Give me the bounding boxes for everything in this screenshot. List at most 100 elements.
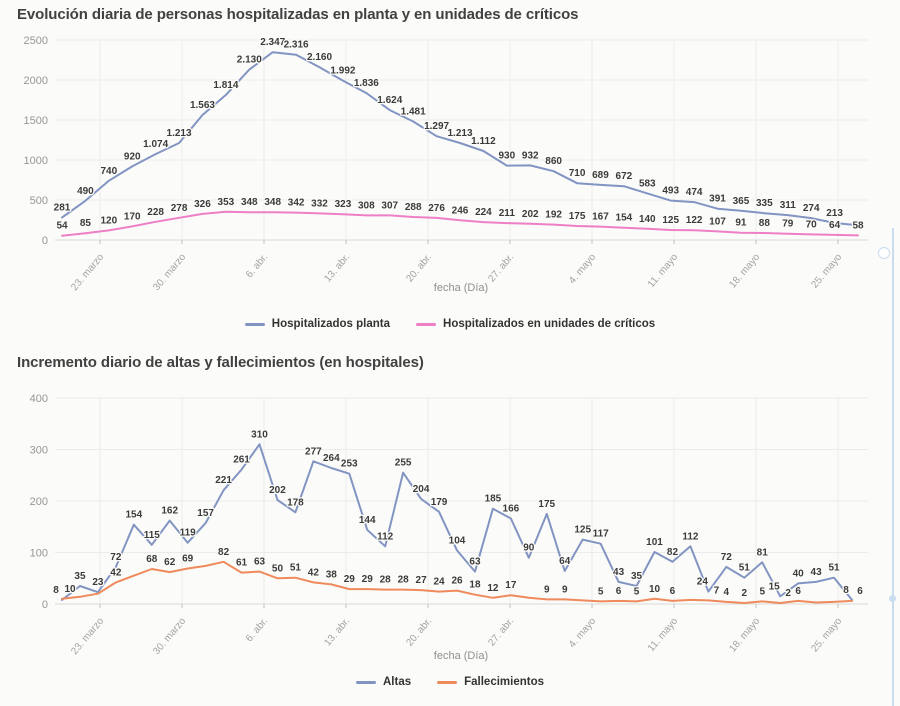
svg-text:119: 119 [180,528,197,539]
svg-text:276: 276 [428,203,445,214]
svg-text:0: 0 [42,235,48,247]
svg-text:1.074: 1.074 [143,139,168,150]
svg-text:24: 24 [697,577,709,588]
svg-text:2500: 2500 [24,35,48,47]
svg-text:4: 4 [724,587,730,598]
svg-text:79: 79 [782,219,794,230]
svg-text:185: 185 [485,494,502,505]
svg-text:101: 101 [646,537,663,548]
svg-text:140: 140 [639,214,656,225]
svg-text:1.814: 1.814 [213,80,238,91]
svg-text:43: 43 [613,567,625,578]
svg-text:253: 253 [341,459,358,470]
svg-text:85: 85 [80,218,92,229]
svg-text:353: 353 [218,197,235,208]
svg-text:2.316: 2.316 [284,40,309,51]
svg-text:932: 932 [522,150,539,161]
svg-text:107: 107 [709,216,726,227]
svg-text:115: 115 [144,530,161,541]
svg-text:20. abr.: 20. abr. [404,616,434,649]
svg-text:27. abr.: 27. abr. [486,616,516,649]
svg-text:1.213: 1.213 [447,128,472,139]
svg-text:740: 740 [100,166,117,177]
right-border-handle-dot [889,595,896,602]
chart2-altas-fallecimientos-line-chart: 0 100 200 300 400 23. marzo 30. marzo 6. abr. 13… [30,393,868,662]
svg-text:213: 213 [826,208,843,219]
svg-text:332: 332 [311,198,328,209]
svg-text:63: 63 [254,557,266,568]
svg-text:175: 175 [538,499,555,510]
svg-text:20. abr.: 20. abr. [404,252,434,285]
svg-text:860: 860 [545,156,562,167]
svg-text:23: 23 [92,577,104,588]
criticos-line-swatch [416,322,437,326]
svg-text:fecha (Día): fecha (Día) [434,650,488,662]
svg-text:2: 2 [785,588,791,599]
svg-text:326: 326 [194,199,211,210]
svg-text:2000: 2000 [24,75,48,87]
svg-text:335: 335 [756,198,773,209]
svg-text:51: 51 [739,563,751,574]
svg-text:6: 6 [795,586,801,597]
svg-text:112: 112 [377,531,394,542]
svg-text:490: 490 [77,186,94,197]
legend-item-hospitalizados-planta: Hospitalizados planta [244,318,391,330]
svg-text:348: 348 [241,197,258,208]
svg-text:54: 54 [56,221,68,232]
svg-text:24: 24 [433,577,445,588]
container-right-border [892,228,894,706]
svg-text:51: 51 [290,563,302,574]
svg-text:920: 920 [124,151,141,162]
svg-text:6: 6 [616,586,622,597]
svg-text:192: 192 [545,210,562,221]
svg-text:154: 154 [125,510,142,521]
svg-text:288: 288 [405,202,422,213]
svg-text:25. mayo: 25. mayo [809,616,844,655]
svg-text:493: 493 [662,186,679,197]
svg-text:23. marzo: 23. marzo [69,616,106,657]
svg-text:104: 104 [449,535,466,546]
svg-text:1.297: 1.297 [424,121,449,132]
svg-text:365: 365 [733,196,750,207]
svg-text:1.836: 1.836 [354,78,379,89]
svg-text:4. mayo: 4. mayo [567,252,599,287]
svg-text:9: 9 [544,584,550,595]
svg-text:15: 15 [769,581,781,592]
svg-text:277: 277 [305,446,322,457]
chart1-title: Evolución diaria de personas hospitaliza… [17,6,579,23]
svg-text:fecha (Día): fecha (Día) [434,282,488,294]
svg-text:1.481: 1.481 [401,107,426,118]
svg-text:307: 307 [381,200,398,211]
svg-text:6. abr.: 6. abr. [244,616,270,644]
svg-text:255: 255 [395,458,412,469]
legend-item-altas: Altas [355,676,411,688]
svg-text:274: 274 [803,203,820,214]
svg-text:88: 88 [759,218,771,229]
svg-text:27: 27 [416,575,428,586]
svg-text:204: 204 [413,484,430,495]
svg-text:342: 342 [288,198,305,209]
svg-text:64: 64 [829,220,841,231]
svg-text:400: 400 [30,393,48,405]
svg-text:58: 58 [852,220,864,231]
svg-text:202: 202 [522,209,539,220]
svg-text:122: 122 [686,215,703,226]
svg-text:18. mayo: 18. mayo [727,616,762,655]
svg-text:35: 35 [631,571,643,582]
svg-text:117: 117 [593,529,610,540]
svg-text:281: 281 [54,203,71,214]
svg-text:125: 125 [662,215,679,226]
svg-text:2: 2 [741,588,747,599]
svg-text:91: 91 [735,218,747,229]
svg-text:1.213: 1.213 [167,128,192,139]
planta-legend-label: Hospitalizados planta [271,318,391,330]
svg-text:62: 62 [164,557,176,568]
svg-text:70: 70 [806,219,818,230]
svg-text:710: 710 [569,168,586,179]
svg-text:61: 61 [236,558,248,569]
legend-item-fallecimientos: Fallecimientos [437,676,544,688]
planta-line-swatch [244,322,265,326]
svg-text:224: 224 [475,207,492,218]
svg-text:18: 18 [469,580,481,591]
chart2-legend: Altas Fallecimientos [0,676,900,688]
